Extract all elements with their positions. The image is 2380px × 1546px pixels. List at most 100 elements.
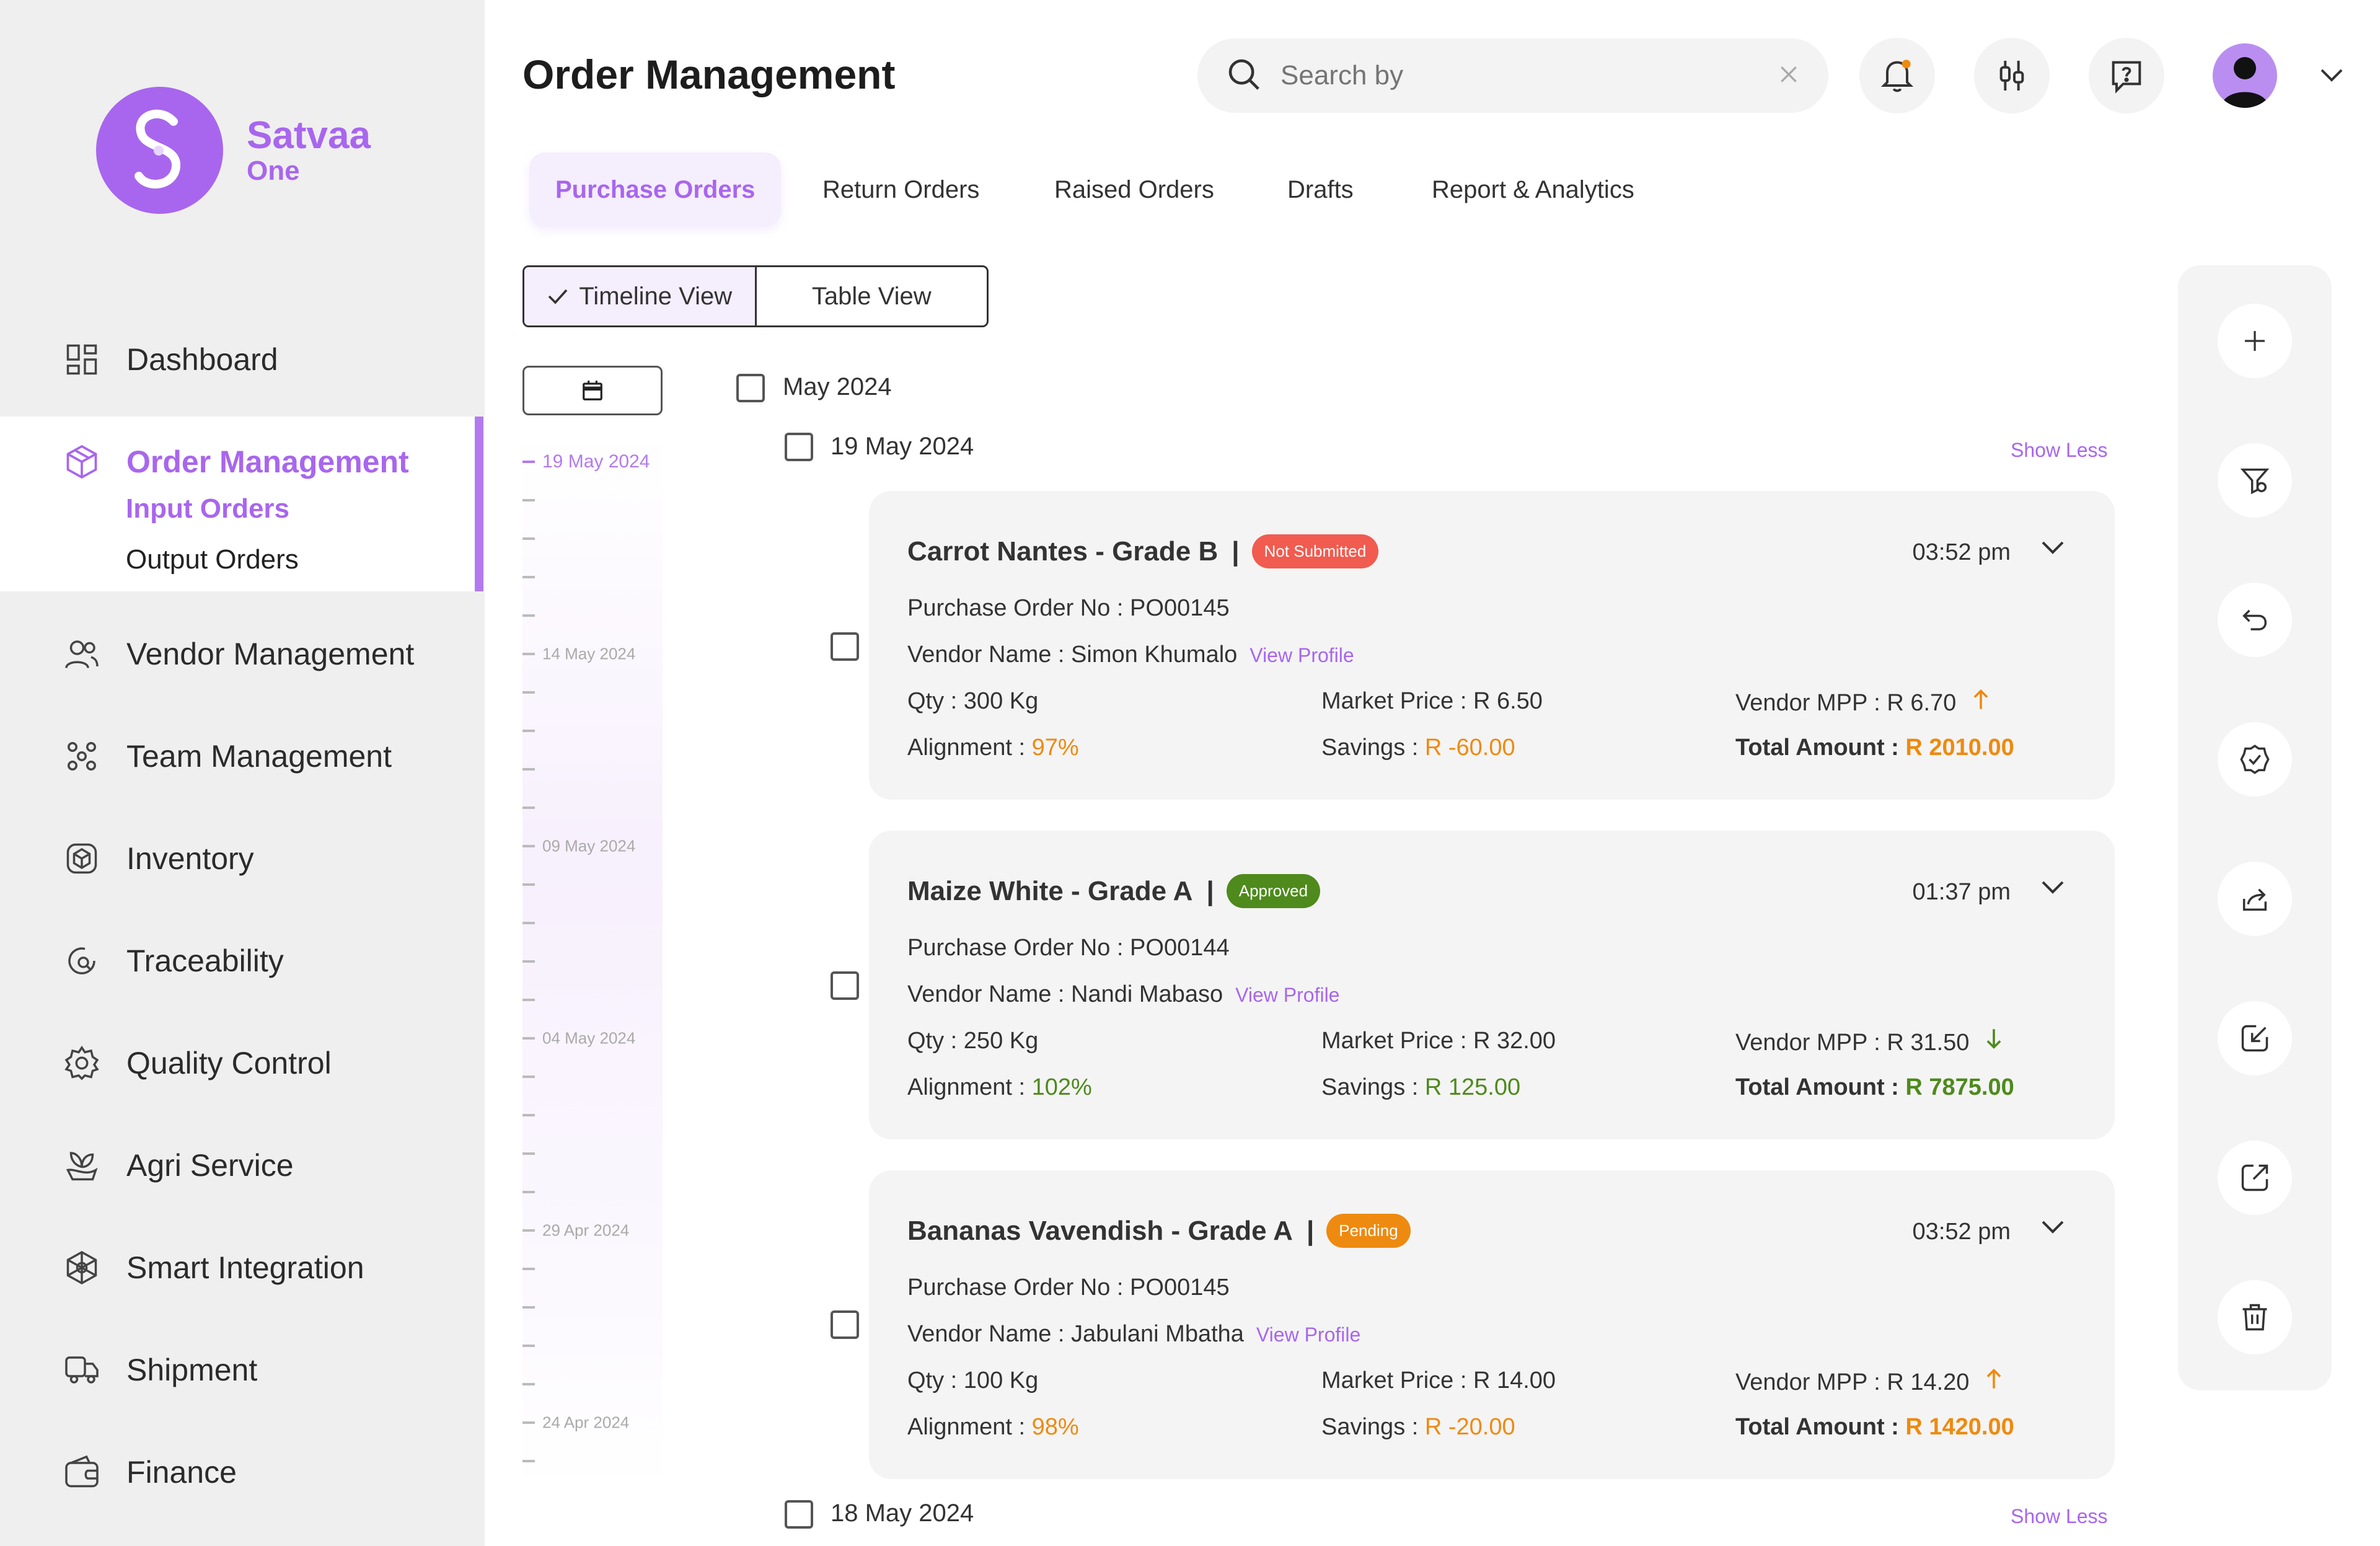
- filter-button[interactable]: [2218, 443, 2292, 518]
- tab-drafts[interactable]: Drafts: [1287, 175, 1354, 203]
- show-less-link[interactable]: Show Less: [2011, 1505, 2108, 1527]
- vendor-name: Vendor Name : Jabulani Mbatha View Profil…: [907, 1321, 1360, 1348]
- sliders-icon: [1999, 61, 2024, 91]
- sidebar-item-agri-service[interactable]: Agri Service: [62, 1144, 294, 1187]
- timeline-tick: [522, 806, 535, 809]
- market-price: Market Price : R 32.00: [1321, 1028, 1556, 1054]
- tab-return-orders[interactable]: Return Orders: [822, 175, 980, 203]
- timeline-label[interactable]: 19 May 2024: [542, 451, 650, 472]
- calendar-button[interactable]: [522, 366, 663, 415]
- wallet-icon: [62, 1452, 102, 1492]
- timeline-label[interactable]: 24 Apr 2024: [542, 1413, 630, 1432]
- timeline-label[interactable]: 09 May 2024: [542, 836, 636, 855]
- sidebar-item-smart-integration[interactable]: Smart Integration: [62, 1246, 364, 1289]
- timeline-view-button[interactable]: Timeline View: [524, 267, 757, 325]
- timeline-tick: [522, 1306, 535, 1309]
- total-amount: Total Amount : R 1420.00: [1735, 1414, 2014, 1441]
- table-view-label: Table View: [811, 282, 932, 310]
- help-button[interactable]: [2089, 38, 2164, 113]
- sidebar-item-team-management[interactable]: Team Management: [62, 735, 392, 778]
- timeline-tick: [522, 1268, 535, 1270]
- po-value: PO00145: [1130, 595, 1230, 621]
- day-checkbox[interactable]: [785, 1500, 813, 1529]
- tab-report-analytics[interactable]: Report & Analytics: [1432, 175, 1634, 203]
- mpp-label: Vendor MPP :: [1735, 1369, 1887, 1395]
- user-avatar-icon: [2221, 57, 2268, 108]
- verified-icon: [2240, 744, 2270, 774]
- month-checkbox[interactable]: [736, 374, 765, 402]
- clear-search-icon[interactable]: [1776, 62, 1801, 90]
- alignment-label: Alignment :: [907, 1074, 1032, 1100]
- show-less-link[interactable]: Show Less: [2011, 439, 2108, 461]
- mpp-value: R 31.50: [1887, 1030, 1970, 1056]
- day-checkbox[interactable]: [785, 433, 813, 461]
- notifications-button[interactable]: [1859, 38, 1935, 113]
- sidebar-item-shipment[interactable]: Shipment: [62, 1348, 257, 1392]
- order-checkbox[interactable]: [831, 1310, 859, 1339]
- delete-button[interactable]: [2218, 1280, 2292, 1354]
- avatar[interactable]: [2213, 43, 2277, 108]
- sidebar-item-quality-control[interactable]: Quality Control: [62, 1041, 332, 1085]
- export-button[interactable]: [2218, 1141, 2292, 1215]
- title-separator: |: [1232, 536, 1240, 567]
- tab-purchase-orders[interactable]: Purchase Orders: [529, 152, 782, 227]
- sidebar-item-label: Order Management: [126, 444, 409, 479]
- savings: Savings : R -60.00: [1321, 735, 1515, 761]
- undo-icon: [2242, 609, 2267, 630]
- sidebar-subitem-output-orders[interactable]: Output Orders: [126, 544, 299, 575]
- order-card[interactable]: Maize White - Grade A | Approved 01:37 p…: [869, 831, 2115, 1139]
- share-button[interactable]: [2218, 862, 2292, 936]
- tab-raised-orders[interactable]: Raised Orders: [1054, 175, 1214, 203]
- order-checkbox[interactable]: [831, 632, 859, 661]
- sidebar-item-order-management[interactable]: Order Management: [62, 440, 409, 484]
- timeline-label[interactable]: 29 Apr 2024: [542, 1221, 630, 1240]
- timeline-tick: [522, 653, 535, 655]
- sidebar-item-inventory[interactable]: Inventory: [62, 837, 254, 880]
- sidebar-item-traceability[interactable]: Traceability: [62, 939, 284, 983]
- sidebar-item-dashboard[interactable]: Dashboard: [62, 338, 278, 381]
- timeline-tick: [522, 1152, 535, 1155]
- alignment: Alignment : 97%: [907, 735, 1079, 761]
- order-card[interactable]: Bananas Vavendish - Grade A | Pending 03…: [869, 1170, 2115, 1479]
- sidebar-item-vendor-management[interactable]: Vendor Management: [62, 632, 414, 676]
- view-profile-link[interactable]: View Profile: [1256, 1323, 1361, 1346]
- search-input[interactable]: [1280, 60, 1776, 91]
- profile-chevron-down-icon[interactable]: [2319, 67, 2344, 86]
- timeline-scale[interactable]: 19 May 2024 14 May 2024 09 May 2024 04 M…: [522, 434, 663, 1488]
- status-badge: Not Submitted: [1251, 534, 1379, 568]
- inventory-icon: [62, 839, 102, 878]
- timeline-label[interactable]: 14 May 2024: [542, 644, 636, 663]
- timeline-label[interactable]: 04 May 2024: [542, 1028, 636, 1048]
- vendor-mpp: Vendor MPP : R 31.50: [1735, 1028, 2003, 1056]
- add-button[interactable]: [2218, 304, 2292, 378]
- order-time: 03:52 pm: [1912, 1219, 2011, 1245]
- search-bar[interactable]: [1197, 38, 1828, 113]
- expand-chevron-down-icon[interactable]: [2040, 1219, 2065, 1238]
- import-button[interactable]: [2218, 1001, 2292, 1076]
- qty-value: 250 Kg: [963, 1028, 1039, 1054]
- mpp-value: R 6.70: [1887, 690, 1957, 716]
- qty-value: 300 Kg: [963, 688, 1039, 714]
- undo-button[interactable]: [2218, 583, 2292, 657]
- order-checkbox[interactable]: [831, 971, 859, 1000]
- expand-chevron-down-icon[interactable]: [2040, 539, 2065, 559]
- table-view-button[interactable]: Table View: [757, 267, 987, 325]
- filters-button[interactable]: [1974, 38, 2050, 113]
- verify-button[interactable]: [2218, 722, 2292, 797]
- sidebar-item-finance[interactable]: Finance: [62, 1451, 237, 1494]
- bell-icon: [1880, 60, 1914, 92]
- view-profile-link[interactable]: View Profile: [1235, 984, 1340, 1006]
- sidebar-subitem-input-orders[interactable]: Input Orders: [126, 493, 290, 524]
- action-bar: [2178, 265, 2332, 1390]
- brand-logo[interactable]: Satvaa One: [96, 87, 371, 214]
- timeline-tick: [522, 730, 535, 732]
- qty: Qty : 300 Kg: [907, 688, 1038, 715]
- gear-icon: [62, 1043, 102, 1083]
- order-card[interactable]: Carrot Nantes - Grade B | Not Submitted …: [869, 491, 2115, 800]
- timeline-tick: [522, 461, 535, 463]
- view-profile-link[interactable]: View Profile: [1250, 644, 1354, 666]
- po-number: Purchase Order No : PO00144: [907, 935, 1230, 961]
- expand-chevron-down-icon[interactable]: [2040, 879, 2065, 898]
- dashboard-icon: [62, 340, 102, 379]
- brand-name-line1: Satvaa: [247, 113, 371, 157]
